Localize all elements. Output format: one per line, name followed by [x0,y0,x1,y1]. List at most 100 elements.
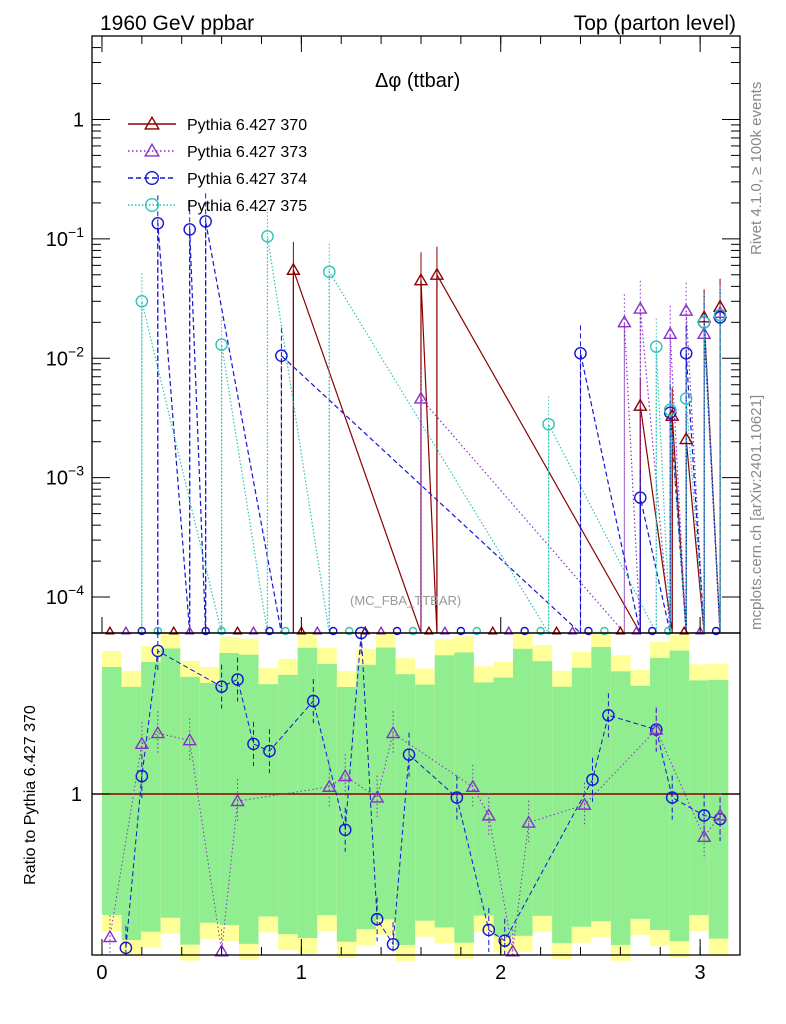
ratio-point [322,779,337,792]
ratio-point [230,793,245,807]
floor-point [168,625,179,635]
ratio-axis-label: Ratio to Pythia 6.427 370 [22,705,39,885]
ratio-point [577,797,592,810]
data-point [634,491,647,504]
y-tick-exponent: −3 [68,463,84,479]
data-point [679,392,693,405]
data-point [633,301,648,314]
ratio-band-green [415,684,435,921]
ratio-band-green [669,650,690,942]
data-point [322,265,336,279]
data-point [135,294,149,308]
floor-point [567,625,578,635]
data-point [574,347,587,360]
y-tick-exponent: −1 [68,224,84,240]
ratio-band-green [317,664,337,916]
y-tick-label: 10−2 [46,343,84,370]
data-point [413,391,429,404]
ratio-point [215,680,228,693]
data-point [275,349,288,363]
ratio-point [214,944,229,957]
ratio-band-green [297,647,318,938]
legend-marker [144,115,160,130]
floor-point [329,626,338,636]
floor-point [711,626,721,636]
floor-point [503,625,514,635]
legend: Pythia 6.427 370 Pythia 6.427 373 Pythia 6… [128,115,307,215]
ratio-band-green [199,682,220,923]
ratio-band-green [356,664,377,930]
y-tick-label: 10−4 [46,582,84,609]
floor-point [456,626,466,636]
ratio-point [586,773,599,786]
ratio-point [450,791,464,804]
data-point [215,338,228,351]
y-tick-label: 1 [73,109,84,131]
floor-point [345,626,354,636]
ratio-point [370,912,384,926]
analysis-watermark: (MC_FBA_TTBAR) [350,593,461,608]
floor-point [472,626,482,636]
series-line [420,308,721,635]
floor-point [487,625,498,635]
axis-ticks: 10−4 10−3 10−2 10−1 1 1 0 1 2 3 [46,36,740,984]
ratio-band-green [121,686,142,940]
legend-label: Pythia 6.427 373 [187,144,307,161]
data-point [633,398,648,411]
series-line [141,236,721,636]
data-point [649,340,663,353]
floor-point [439,625,450,635]
data-point [261,230,274,243]
ratio-band-green [101,667,122,915]
ratio-point [386,937,400,951]
floor-point [312,625,323,635]
ratio-point [649,722,664,735]
ratio-band-green [591,647,611,922]
floor-point [664,626,673,636]
floor-point [695,625,706,635]
ratio-band-green [376,647,396,920]
floor-point [296,625,307,635]
data-point [286,262,301,275]
data-point [713,308,727,322]
floor-point [648,626,657,636]
data-point [679,347,693,360]
floor-point [281,626,290,636]
ratio-band-green [630,685,651,919]
floor-point [184,625,195,635]
ratio-point [150,725,166,739]
ratio-band-green [689,680,709,916]
ratio-band-green [493,677,514,937]
x-tick-label: 0 [96,962,107,984]
floor-point [631,625,642,635]
floor-point [201,626,210,636]
floor-point [584,626,593,636]
ratio-uncertainty-bands [92,631,740,961]
ratio-band-green [219,653,239,926]
ratio-point [119,941,133,955]
ratio-band-green [258,684,279,917]
ratio-line [109,728,721,952]
ratio-point [505,944,520,957]
floor-point [551,625,562,635]
data-point [542,417,555,431]
process-label: Top (parton level) [574,12,736,35]
chart-title: Δφ (ttbar) [375,70,460,92]
ratio-point [151,644,165,658]
ratio-point [665,791,679,804]
floor-point [536,626,545,636]
floor-point [360,625,371,635]
ratio-point [385,725,401,739]
ratio-band-green [278,674,298,935]
data-point [413,272,429,286]
ratio-band-green [571,667,592,927]
ratio-point [712,808,728,821]
floor-point [232,625,243,635]
floor-point [137,626,147,636]
x-tick-label: 1 [296,962,307,984]
legend-label: Pythia 6.427 374 [187,171,307,188]
y-tick-label: 10−3 [46,463,84,490]
data-point [696,309,712,323]
ratio-band-green [473,682,494,916]
